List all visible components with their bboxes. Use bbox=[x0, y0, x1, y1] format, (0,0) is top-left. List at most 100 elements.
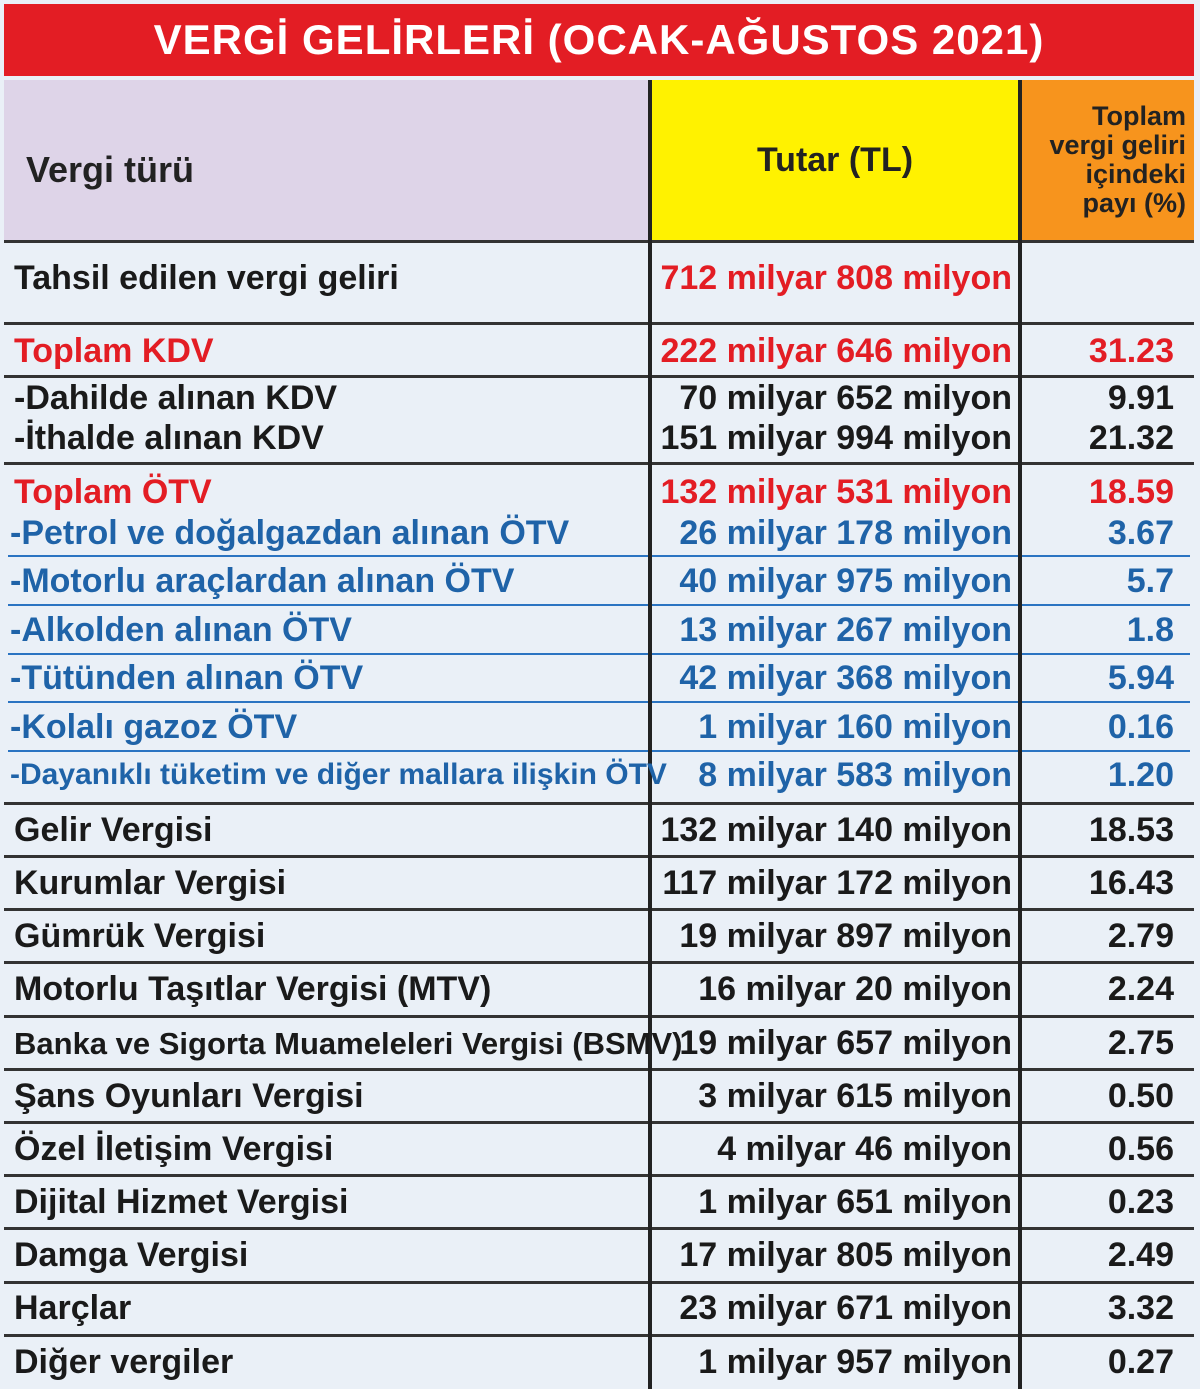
row-tax-type: -Dayanıklı tüketim ve diğer mallara iliş… bbox=[10, 758, 667, 791]
row-share: 31.23 bbox=[1088, 332, 1174, 370]
row-divider bbox=[8, 555, 1190, 557]
table-row: Banka ve Sigorta Muameleleri Vergisi (BS… bbox=[0, 1020, 1200, 1066]
row-divider bbox=[4, 1121, 1194, 1124]
header-tax-type: Vergi türü bbox=[4, 80, 648, 240]
row-amount: 1 milyar 160 milyon bbox=[698, 708, 1012, 746]
row-share: 0.16 bbox=[1107, 708, 1174, 746]
table-row: -İthalde alınan KDV 151 milyar 994 milyon… bbox=[0, 415, 1200, 461]
row-share: 0.23 bbox=[1107, 1183, 1174, 1221]
row-share: 18.53 bbox=[1088, 811, 1174, 849]
row-share: 2.75 bbox=[1107, 1024, 1174, 1062]
row-divider bbox=[4, 1015, 1194, 1018]
column-divider bbox=[648, 80, 652, 1389]
table-row: Motorlu Taşıtlar Vergisi (MTV) 16 milyar … bbox=[0, 966, 1200, 1012]
row-divider bbox=[4, 462, 1194, 465]
row-share: 3.67 bbox=[1107, 514, 1174, 552]
row-tax-type: Diğer vergiler bbox=[14, 1343, 234, 1381]
row-divider bbox=[4, 1174, 1194, 1177]
row-amount: 40 milyar 975 milyon bbox=[679, 562, 1012, 600]
row-tax-type: Toplam KDV bbox=[14, 332, 214, 370]
row-share: 1.8 bbox=[1126, 611, 1174, 649]
row-share: 5.7 bbox=[1126, 562, 1174, 600]
row-amount: 26 milyar 178 milyon bbox=[679, 514, 1012, 552]
row-amount: 17 milyar 805 milyon bbox=[679, 1236, 1012, 1274]
table-row: -Petrol ve doğalgazdan alınan ÖTV 26 mily… bbox=[0, 510, 1200, 556]
table-row: Harçlar 23 milyar 671 milyon 3.32 bbox=[0, 1285, 1200, 1331]
row-tax-type: Özel İletişim Vergisi bbox=[14, 1130, 334, 1168]
row-divider bbox=[4, 1227, 1194, 1230]
row-divider bbox=[4, 1281, 1194, 1284]
table-row: Tahsil edilen vergi geliri 712 milyar 808… bbox=[0, 255, 1200, 301]
row-tax-type: Dijital Hizmet Vergisi bbox=[14, 1183, 349, 1221]
table-title: VERGİ GELİRLERİ (OCAK-AĞUSTOS 2021) bbox=[4, 4, 1194, 76]
row-share: 21.32 bbox=[1088, 419, 1174, 457]
header-share-line: Toplam bbox=[1092, 101, 1186, 131]
row-divider bbox=[8, 653, 1190, 655]
table-row: Diğer vergiler 1 milyar 957 milyon 0.27 bbox=[0, 1339, 1200, 1385]
table-row: Özel İletişim Vergisi 4 milyar 46 milyon 0… bbox=[0, 1126, 1200, 1172]
row-divider bbox=[4, 375, 1194, 378]
row-share: 2.49 bbox=[1107, 1236, 1174, 1274]
row-divider bbox=[4, 802, 1194, 805]
row-tax-type: Damga Vergisi bbox=[14, 1236, 249, 1274]
row-tax-type: Motorlu Taşıtlar Vergisi (MTV) bbox=[14, 970, 492, 1008]
row-amount: 19 milyar 657 milyon bbox=[679, 1024, 1012, 1062]
header-share-line: vergi geliri bbox=[1049, 130, 1186, 160]
table-row: Dijital Hizmet Vergisi 1 milyar 651 milyo… bbox=[0, 1179, 1200, 1225]
row-divider bbox=[4, 855, 1194, 858]
row-tax-type: Gümrük Vergisi bbox=[14, 917, 266, 955]
row-share: 0.50 bbox=[1107, 1077, 1174, 1115]
table-row: -Dahilde alınan KDV 70 milyar 652 milyon 9… bbox=[0, 375, 1200, 421]
row-amount: 222 milyar 646 milyon bbox=[660, 332, 1012, 370]
table-row: -Dayanıklı tüketim ve diğer mallara iliş… bbox=[0, 752, 1200, 798]
row-tax-type: Gelir Vergisi bbox=[14, 811, 213, 849]
table-row: Gelir Vergisi 132 milyar 140 milyon 18.53 bbox=[0, 807, 1200, 853]
table-row: Şans Oyunları Vergisi 3 milyar 615 milyon… bbox=[0, 1073, 1200, 1119]
row-amount: 19 milyar 897 milyon bbox=[679, 917, 1012, 955]
row-amount: 3 milyar 615 milyon bbox=[698, 1077, 1012, 1115]
row-tax-type: -Petrol ve doğalgazdan alınan ÖTV bbox=[10, 514, 570, 552]
column-divider bbox=[1018, 80, 1022, 1389]
row-amount: 1 milyar 651 milyon bbox=[698, 1183, 1012, 1221]
row-divider bbox=[8, 604, 1190, 606]
row-share: 5.94 bbox=[1107, 659, 1174, 697]
table-row: -Motorlu araçlardan alınan ÖTV 40 milyar … bbox=[0, 558, 1200, 604]
row-share: 9.91 bbox=[1107, 379, 1174, 417]
row-amount: 132 milyar 140 milyon bbox=[660, 811, 1012, 849]
row-tax-type: Toplam ÖTV bbox=[14, 473, 212, 511]
row-tax-type: -İthalde alınan KDV bbox=[14, 419, 324, 457]
row-divider bbox=[8, 701, 1190, 703]
table-row: -Alkolden alınan ÖTV 13 milyar 267 milyon… bbox=[0, 607, 1200, 653]
row-divider bbox=[4, 240, 1194, 243]
row-share: 3.32 bbox=[1107, 1289, 1174, 1327]
row-tax-type: -Tütünden alınan ÖTV bbox=[10, 659, 364, 697]
row-share: 0.56 bbox=[1107, 1130, 1174, 1168]
table-row: Damga Vergisi 17 milyar 805 milyon 2.49 bbox=[0, 1232, 1200, 1278]
row-amount: 1 milyar 957 milyon bbox=[698, 1343, 1012, 1381]
header-share: Toplam vergi geliri içindeki payı (%) bbox=[1022, 80, 1194, 240]
row-share: 0.27 bbox=[1107, 1343, 1174, 1381]
row-amount: 117 milyar 172 milyon bbox=[662, 864, 1012, 902]
row-amount: 42 milyar 368 milyon bbox=[679, 659, 1012, 697]
table-row: Gümrük Vergisi 19 milyar 897 milyon 2.79 bbox=[0, 913, 1200, 959]
row-share: 2.24 bbox=[1107, 970, 1174, 1008]
table-row: Toplam KDV 222 milyar 646 milyon 31.23 bbox=[0, 328, 1200, 374]
row-amount: 16 milyar 20 milyon bbox=[698, 970, 1012, 1008]
row-amount: 712 milyar 808 milyon bbox=[660, 259, 1012, 297]
row-tax-type: -Kolalı gazoz ÖTV bbox=[10, 708, 298, 746]
row-amount: 4 milyar 46 milyon bbox=[717, 1130, 1012, 1168]
row-amount: 70 milyar 652 milyon bbox=[679, 379, 1012, 417]
row-divider bbox=[4, 1068, 1194, 1071]
row-share: 18.59 bbox=[1088, 473, 1174, 511]
row-amount: 8 milyar 583 milyon bbox=[698, 756, 1012, 794]
row-amount: 132 milyar 531 milyon bbox=[660, 473, 1012, 511]
table-row: Kurumlar Vergisi 117 milyar 172 milyon 16.… bbox=[0, 860, 1200, 906]
row-share: 2.79 bbox=[1107, 917, 1174, 955]
row-amount: 13 milyar 267 milyon bbox=[679, 611, 1012, 649]
row-divider bbox=[8, 750, 1190, 752]
row-tax-type: Kurumlar Vergisi bbox=[14, 864, 287, 902]
row-share: 16.43 bbox=[1088, 864, 1174, 902]
header-share-line: payı (%) bbox=[1082, 188, 1186, 218]
row-divider bbox=[4, 322, 1194, 325]
